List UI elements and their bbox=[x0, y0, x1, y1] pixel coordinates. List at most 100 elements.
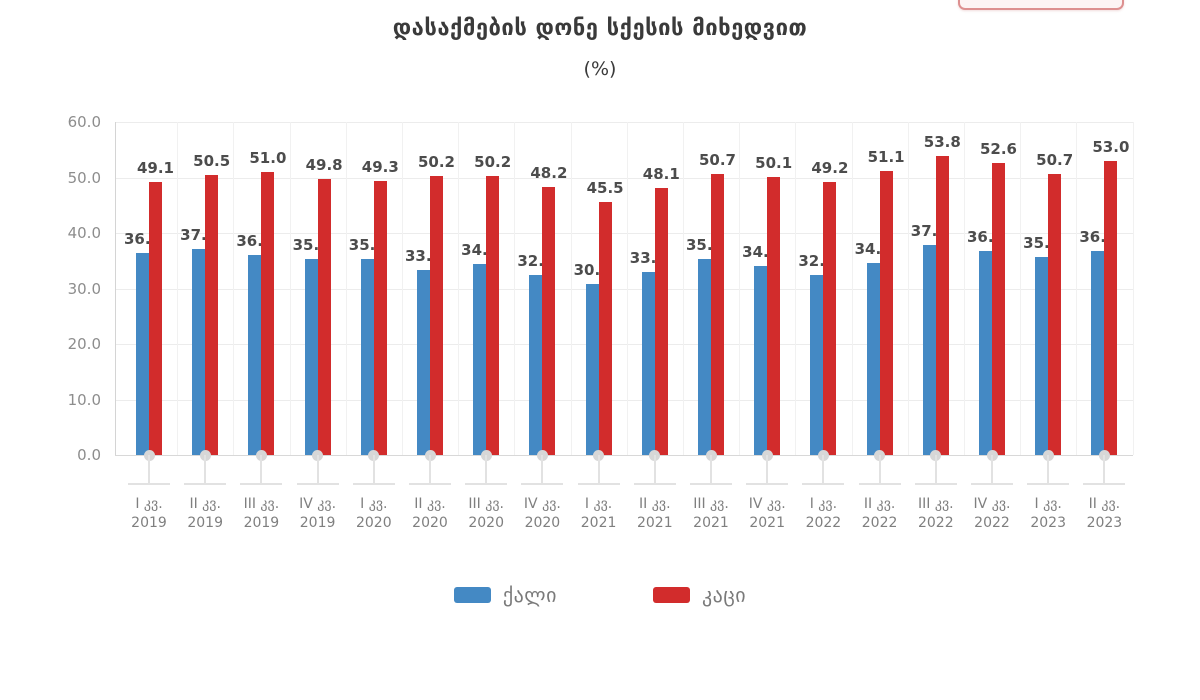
gridline-vertical bbox=[1020, 122, 1022, 455]
gridline-vertical bbox=[458, 122, 460, 455]
x-label-year: 2021 bbox=[693, 514, 729, 531]
category-tick-stem bbox=[710, 455, 712, 483]
bar-men bbox=[430, 176, 443, 455]
bar-women bbox=[810, 274, 824, 455]
x-label-year: 2020 bbox=[468, 514, 504, 531]
category-tick-stem bbox=[541, 455, 544, 483]
x-label-year: 2021 bbox=[749, 514, 785, 531]
category-tick-stem bbox=[1047, 455, 1050, 483]
category-tick-stem bbox=[597, 455, 600, 483]
bar-men bbox=[767, 176, 781, 455]
value-label-men: 53.8 bbox=[923, 133, 961, 152]
bar-men bbox=[823, 181, 837, 455]
category-tick-base bbox=[128, 483, 170, 485]
category-tick-base bbox=[1083, 483, 1126, 485]
x-label-quarter: I კვ. bbox=[584, 496, 613, 512]
category-tick-base bbox=[577, 483, 620, 485]
x-label-quarter: IV კვ. bbox=[299, 496, 337, 512]
gridline-vertical bbox=[907, 122, 909, 455]
gridline-vertical bbox=[739, 122, 741, 455]
bar-women bbox=[529, 275, 543, 455]
gridline-horizontal bbox=[115, 399, 1133, 401]
category-tick-base bbox=[465, 483, 508, 485]
value-label-men: 48.1 bbox=[642, 165, 680, 184]
bar-women bbox=[1035, 257, 1049, 455]
bar-men bbox=[486, 176, 500, 455]
x-axis-tick-label: IV კვ. 2022 bbox=[964, 495, 1020, 533]
x-axis-tick-label: IV კვ. 2019 bbox=[290, 495, 346, 533]
x-label-year: 2020 bbox=[524, 514, 561, 531]
x-label-year: 2020 bbox=[355, 514, 392, 531]
value-label-men: 53.0 bbox=[1092, 137, 1130, 156]
value-label-men: 50.1 bbox=[755, 153, 793, 172]
category-tick-stem bbox=[485, 455, 488, 483]
category-tick-base bbox=[802, 483, 845, 485]
value-label-men: 50.7 bbox=[698, 150, 736, 169]
y-axis-tick-label: 20.0 bbox=[67, 335, 101, 353]
x-label-year: 2022 bbox=[861, 514, 898, 531]
value-label-men: 49.2 bbox=[811, 158, 849, 177]
gridline-vertical bbox=[289, 122, 291, 455]
value-label-men: 51.1 bbox=[867, 148, 905, 167]
y-axis-tick-label: 10.0 bbox=[67, 390, 101, 409]
x-axis-tick-label: III კვ. 2020 bbox=[458, 495, 514, 533]
bar-women bbox=[698, 258, 711, 455]
gridline-vertical bbox=[177, 122, 179, 455]
bar-women bbox=[1091, 251, 1105, 455]
x-label-year: 2022 bbox=[974, 514, 1010, 531]
x-axis-tick-label: I კვ. 2022 bbox=[795, 495, 851, 533]
category-tick-base bbox=[352, 483, 395, 485]
value-label-men: 49.8 bbox=[305, 155, 343, 174]
x-label-year: 2019 bbox=[131, 514, 167, 531]
gridline-horizontal bbox=[115, 233, 1133, 234]
x-axis-tick-label: III კვ. 2022 bbox=[908, 495, 964, 533]
gridline-horizontal bbox=[115, 177, 1133, 179]
category-tick-stem bbox=[148, 455, 150, 483]
category-tick-base bbox=[296, 483, 339, 485]
y-axis-tick-label: 50.0 bbox=[67, 168, 101, 187]
value-label-men: 49.3 bbox=[361, 158, 399, 177]
legend-label-women: ქალი bbox=[502, 583, 557, 607]
category-tick-stem bbox=[372, 455, 375, 483]
cutoff-button-top-right[interactable] bbox=[958, 0, 1124, 10]
bar-women bbox=[585, 283, 599, 455]
bar-women bbox=[136, 252, 149, 455]
bar-women bbox=[922, 245, 936, 455]
category-tick-stem bbox=[766, 455, 769, 483]
bar-men bbox=[654, 188, 668, 455]
gridline-vertical bbox=[401, 122, 403, 455]
bar-women bbox=[248, 254, 262, 455]
bar-men bbox=[317, 178, 331, 455]
chart-subtitle: (%) bbox=[583, 58, 617, 80]
x-label-quarter: II კვ. bbox=[189, 496, 221, 512]
value-label-men: 52.6 bbox=[979, 140, 1017, 159]
bar-men bbox=[711, 173, 724, 455]
x-axis-tick-label: III კვ. 2021 bbox=[683, 495, 739, 533]
gridline-vertical bbox=[570, 122, 572, 455]
x-axis-tick-label: IV კვ. 2020 bbox=[514, 495, 570, 533]
category-tick-stem bbox=[204, 455, 207, 483]
gridline-vertical bbox=[233, 122, 235, 455]
x-axis-tick-label: II კვ. 2022 bbox=[852, 495, 908, 533]
category-tick-stem bbox=[429, 455, 431, 483]
gridline-horizontal bbox=[115, 122, 1133, 123]
bar-men bbox=[542, 187, 556, 455]
y-axis-tick-label: 0.0 bbox=[77, 446, 101, 464]
category-tick-base bbox=[184, 483, 227, 485]
x-label-quarter: III კვ. bbox=[693, 496, 729, 512]
x-axis-tick-label: II კვ. 2020 bbox=[402, 495, 458, 533]
category-tick-base bbox=[914, 483, 957, 485]
y-axis-line bbox=[115, 122, 116, 455]
bar-women bbox=[192, 249, 206, 455]
category-tick-stem bbox=[934, 455, 937, 483]
legend-swatch-men bbox=[652, 587, 690, 603]
bar-women bbox=[304, 259, 318, 455]
bar-men bbox=[205, 174, 219, 455]
x-axis-tick-label: II კვ. 2021 bbox=[627, 495, 683, 533]
category-tick-base bbox=[240, 483, 283, 485]
bar-men bbox=[879, 171, 893, 455]
x-label-quarter: I კვ. bbox=[1034, 496, 1062, 512]
value-label-men: 50.7 bbox=[1036, 150, 1074, 169]
x-label-quarter: II კვ. bbox=[414, 496, 446, 512]
x-label-quarter: II კვ. bbox=[863, 496, 896, 512]
